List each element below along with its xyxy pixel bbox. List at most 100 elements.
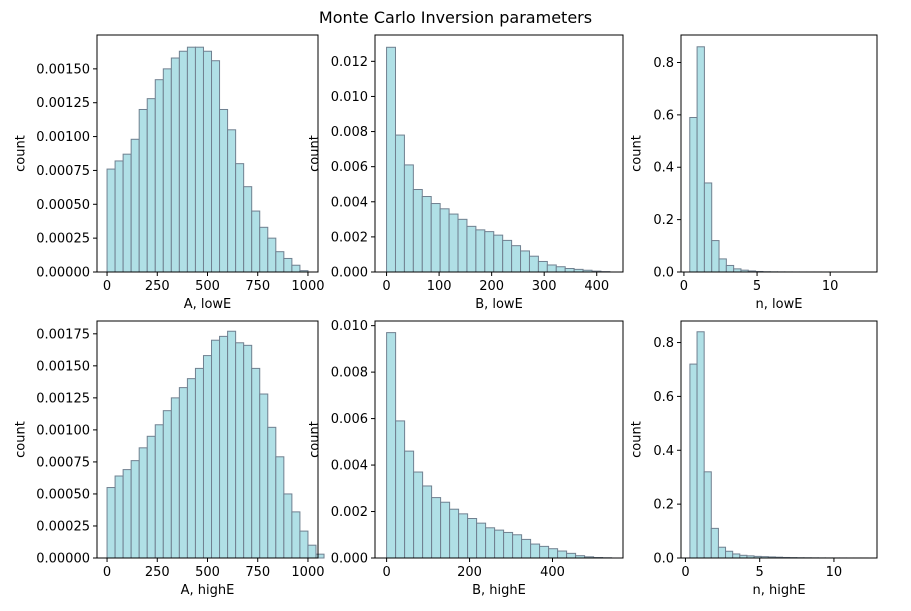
histogram-bar	[457, 218, 468, 273]
histogram-bar	[511, 245, 522, 273]
x-tick-label: 0	[382, 565, 390, 580]
histogram-bar	[485, 527, 496, 559]
histogram-bar	[211, 60, 221, 273]
y-tick-label: 0.00075	[36, 164, 90, 179]
histogram-bar	[219, 335, 229, 559]
histogram-bar	[395, 420, 406, 559]
y-tick-label: 0.002	[331, 505, 368, 520]
histogram-bar	[520, 250, 530, 273]
y-tick-label: 0.8	[653, 336, 674, 351]
x-axis-label: n, highE	[752, 583, 805, 598]
y-tick-label: 0.012	[331, 55, 368, 70]
y-tick-label: 0.00100	[36, 423, 90, 438]
x-tick-label: 500	[195, 565, 220, 580]
histogram-bar	[493, 234, 504, 273]
histogram-bar	[219, 108, 229, 273]
x-tick-label: 1000	[291, 279, 324, 294]
x-tick-label: 5	[756, 565, 764, 580]
histogram-bar	[530, 543, 541, 559]
histogram-bar	[564, 267, 575, 273]
y-tick-label: 0.004	[331, 195, 368, 210]
histogram-bar	[521, 538, 532, 559]
histogram-bar	[539, 545, 550, 559]
histogram-bar	[307, 544, 317, 559]
y-tick-label: 0.8	[653, 56, 674, 71]
histogram-bar	[466, 225, 477, 273]
histogram-bar	[283, 493, 293, 559]
y-axis-label: count	[13, 135, 28, 172]
histogram-bar	[178, 50, 188, 273]
x-tick-label: 250	[145, 279, 170, 294]
histogram-bar	[439, 208, 450, 273]
histogram-bar	[476, 522, 487, 559]
histogram-panel: 0 100 200 300 400 0.000 0.002 0.004 0.006 0.008 0.…	[308, 34, 624, 312]
histogram-bar	[227, 330, 237, 559]
y-axis-label: count	[630, 421, 645, 458]
y-tick-label: 0.00000	[36, 266, 90, 281]
histogram-panel: 0 5 10 0.0 0.2 0.4 0.6 0.8 n, highE count	[630, 320, 878, 598]
y-tick-label: 0.002	[331, 230, 368, 245]
histogram-bar	[138, 108, 148, 273]
histogram-bar	[251, 367, 261, 559]
histogram-bar	[130, 138, 140, 273]
x-tick-label: 200	[457, 565, 482, 580]
y-tick-label: 0.6	[653, 390, 674, 405]
histogram-bar	[299, 530, 309, 559]
x-axis-label: A, highE	[181, 583, 235, 598]
histogram-bar	[194, 46, 204, 273]
y-axis-label: count	[308, 421, 323, 458]
y-tick-label: 0.4	[653, 161, 674, 176]
histogram-bar	[146, 435, 156, 559]
y-tick-label: 0.000	[331, 552, 368, 567]
histogram-bar	[194, 367, 204, 559]
histogram-bar	[130, 460, 140, 559]
x-tick-label: 750	[245, 279, 270, 294]
histogram-bar	[475, 229, 486, 273]
axes-frame	[374, 34, 624, 273]
x-tick-label: 300	[532, 279, 557, 294]
x-axis-label: n, lowE	[756, 297, 803, 312]
y-tick-label: 0.00025	[36, 232, 90, 247]
histogram-bar	[146, 98, 156, 273]
histogram-bar	[386, 46, 396, 273]
x-tick-label: 0	[681, 565, 689, 580]
x-tick-label: 0	[382, 279, 390, 294]
x-axis-label: A, lowE	[184, 297, 232, 312]
histogram-bar	[528, 255, 539, 273]
histogram-bar	[114, 475, 124, 559]
histogram-bar	[696, 46, 705, 273]
histogram-bar	[732, 553, 741, 559]
histogram-bar	[386, 332, 397, 559]
histogram-bar	[106, 168, 116, 273]
x-tick-label: 400	[584, 279, 609, 294]
histogram-bar	[275, 251, 285, 273]
histogram-bar	[696, 331, 705, 559]
histogram-bar	[162, 410, 172, 559]
histogram-bar	[283, 257, 293, 273]
histogram-bar	[162, 68, 172, 273]
histogram-bar	[458, 513, 469, 559]
y-tick-label: 0.6	[653, 108, 674, 123]
histogram-bar	[114, 160, 124, 273]
histogram-bar	[557, 550, 568, 559]
y-tick-label: 0.00000	[36, 552, 90, 567]
x-tick-label: 400	[540, 565, 565, 580]
histogram-bar	[703, 182, 713, 273]
histogram-bar	[291, 264, 301, 273]
y-tick-label: 0.00150	[36, 359, 90, 374]
histogram-panel: 0 5 10 0.0 0.2 0.4 0.6 0.8 n, lowE count	[630, 34, 878, 312]
x-tick-label: 0	[103, 565, 111, 580]
axes-frame	[680, 34, 878, 273]
y-tick-label: 0.00125	[36, 391, 90, 406]
y-tick-label: 0.0	[653, 552, 674, 567]
histogram-bar	[122, 153, 132, 273]
figure-title: Monte Carlo Inversion parameters	[318, 8, 593, 27]
histogram-bar	[235, 342, 245, 559]
histogram-bar	[394, 134, 405, 273]
x-tick-label: 100	[427, 279, 452, 294]
y-axis-label: count	[630, 135, 645, 172]
histogram-bar	[710, 527, 719, 559]
histogram-bar	[154, 79, 164, 273]
histogram-bar	[421, 196, 432, 273]
histogram-bar	[689, 363, 698, 559]
